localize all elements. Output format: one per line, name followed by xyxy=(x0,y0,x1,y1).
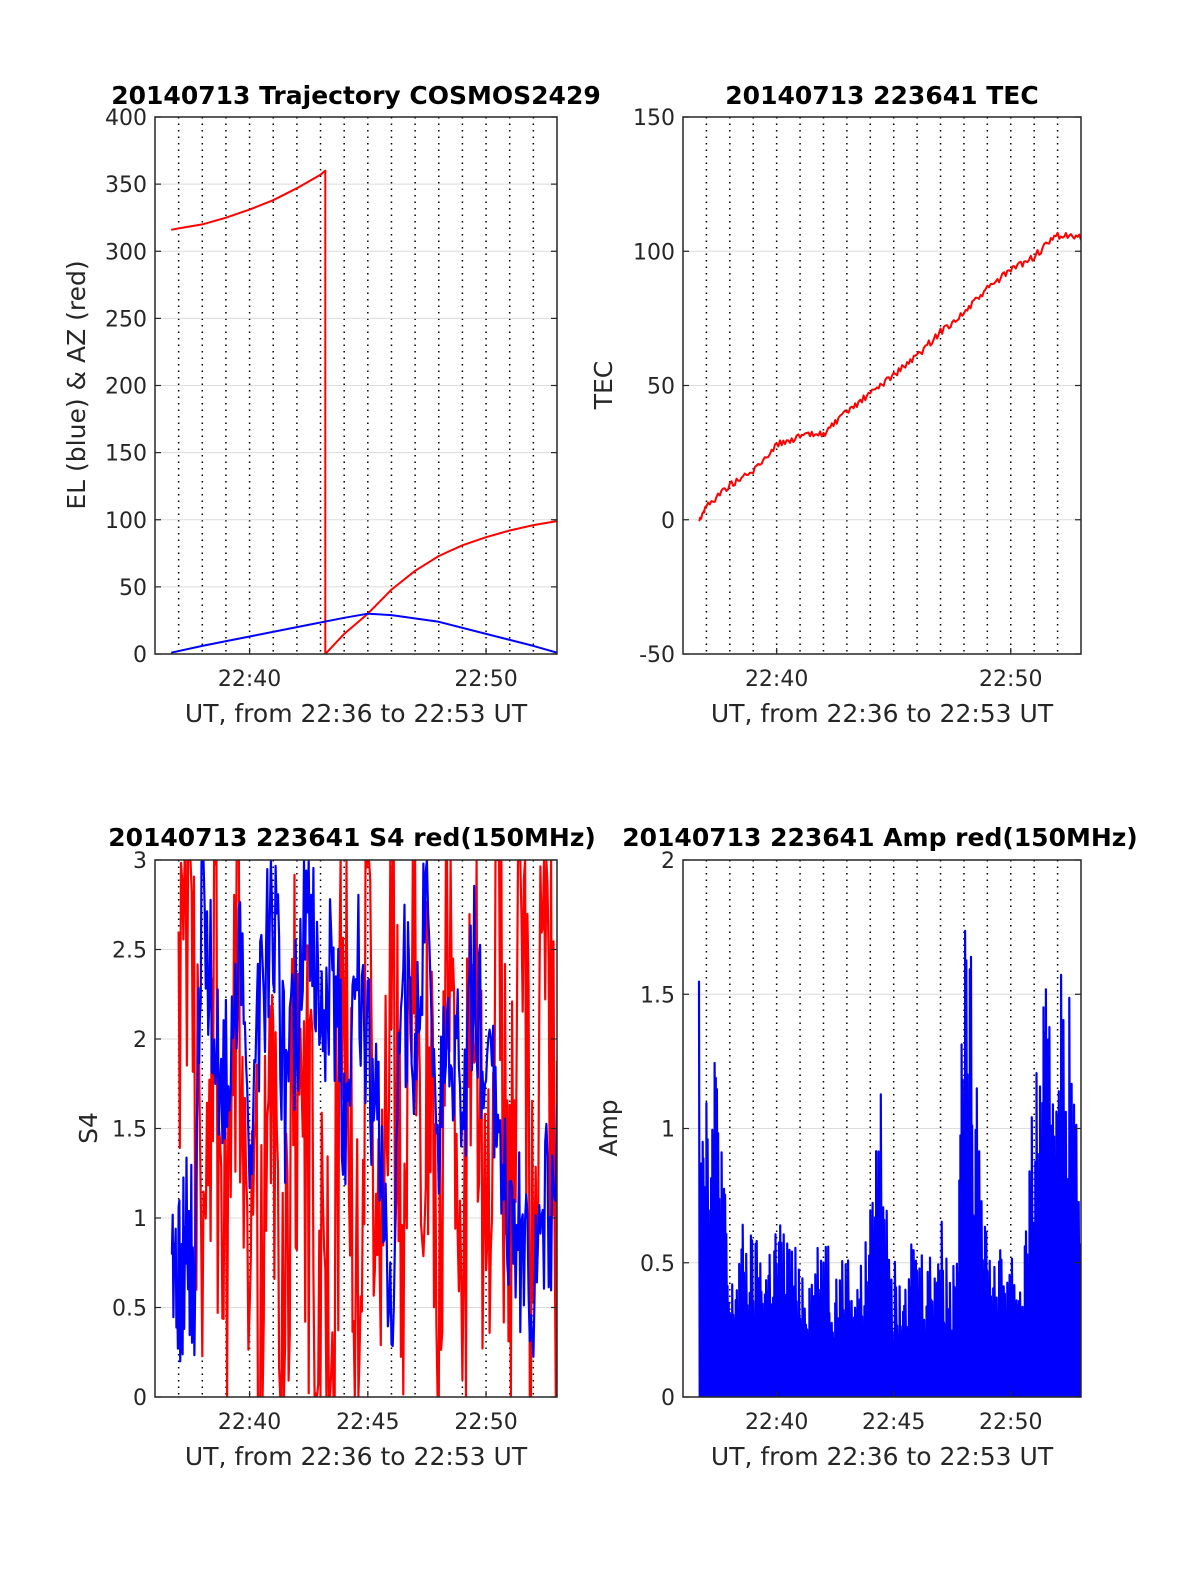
x-tick-label: 22:40 xyxy=(745,1410,808,1435)
x-tick-label: 22:40 xyxy=(218,667,281,692)
y-tick-label: 50 xyxy=(647,375,675,400)
y-tick-label: 1 xyxy=(133,1207,147,1232)
chart-title: 20140713 223641 TEC xyxy=(725,81,1038,110)
y-tick-label: 0 xyxy=(133,643,147,668)
x-tick-label: 22:50 xyxy=(979,1410,1042,1435)
y-tick-label: 250 xyxy=(105,307,147,332)
amp-chart: 0 0.5 1 1.5 2 22:40 22:45 22:50 20140713 223641… xyxy=(594,823,1138,1471)
y-tick-label: 1.5 xyxy=(112,1118,147,1143)
y-tick-label: 50 xyxy=(119,576,147,601)
y-tick-label: 100 xyxy=(633,240,675,265)
y-tick-label: 400 xyxy=(105,106,147,131)
x-tick-label: 22:45 xyxy=(336,1410,399,1435)
x-tick-label: 22:40 xyxy=(218,1410,281,1435)
blue-series-line xyxy=(697,929,1081,1397)
x-tick-label: 22:40 xyxy=(745,667,808,692)
blue-series-line xyxy=(170,612,557,654)
y-axis-label: Amp xyxy=(594,1099,623,1156)
y-axis-label: TEC xyxy=(589,361,618,411)
x-axis-label: UT, from 22:36 to 22:53 UT xyxy=(711,699,1054,728)
y-tick-label: 1 xyxy=(661,1118,675,1143)
x-axis-label: UT, from 22:36 to 22:53 UT xyxy=(185,699,528,728)
y-tick-label: 3 xyxy=(133,849,147,874)
y-tick-label: 150 xyxy=(105,442,147,467)
y-tick-label: 0.5 xyxy=(112,1297,147,1322)
x-axis-label: UT, from 22:36 to 22:53 UT xyxy=(711,1442,1054,1471)
red-series-line xyxy=(171,169,557,654)
x-axis-label: UT, from 22:36 to 22:53 UT xyxy=(185,1442,528,1471)
trajectory-chart: 0 50 100 150 200 250 300 350 400 22:40 22:50 20140… xyxy=(62,81,601,728)
y-axis-label: EL (blue) & AZ (red) xyxy=(62,260,91,509)
y-tick-label: 350 xyxy=(105,173,147,198)
tec-chart: -50 0 50 100 150 22:40 22:50 20140713 223641 T… xyxy=(589,81,1082,728)
s4-chart: 0 0.5 1 1.5 2 2.5 3 22:40 22:45 22:50 20140713 22… xyxy=(74,823,596,1471)
y-tick-label: 150 xyxy=(633,106,675,131)
y-tick-label: 300 xyxy=(105,240,147,265)
y-tick-label: 100 xyxy=(105,509,147,534)
red-series-line xyxy=(698,231,1081,522)
y-tick-label: 2 xyxy=(661,849,675,874)
x-tick-label: 22:50 xyxy=(454,1410,517,1435)
y-tick-label: 2.5 xyxy=(112,939,147,964)
y-tick-label: 200 xyxy=(105,375,147,400)
blue-series-line xyxy=(170,860,557,1363)
y-tick-label: 2 xyxy=(133,1028,147,1053)
chart-title: 20140713 223641 S4 red(150MHz) xyxy=(108,823,596,852)
y-tick-label: -50 xyxy=(639,643,675,668)
y-tick-label: 0.5 xyxy=(640,1252,675,1277)
y-tick-label: 0 xyxy=(661,1386,675,1411)
chart-title: 20140713 223641 Amp red(150MHz) xyxy=(622,823,1138,852)
y-tick-label: 1.5 xyxy=(640,983,675,1008)
x-tick-label: 22:50 xyxy=(979,667,1042,692)
y-tick-label: 0 xyxy=(133,1386,147,1411)
x-tick-label: 22:45 xyxy=(862,1410,925,1435)
y-tick-label: 0 xyxy=(661,509,675,534)
chart-title: 20140713 Trajectory COSMOS2429 xyxy=(111,81,601,110)
x-tick-label: 22:50 xyxy=(454,667,517,692)
y-axis-label: S4 xyxy=(74,1112,103,1144)
